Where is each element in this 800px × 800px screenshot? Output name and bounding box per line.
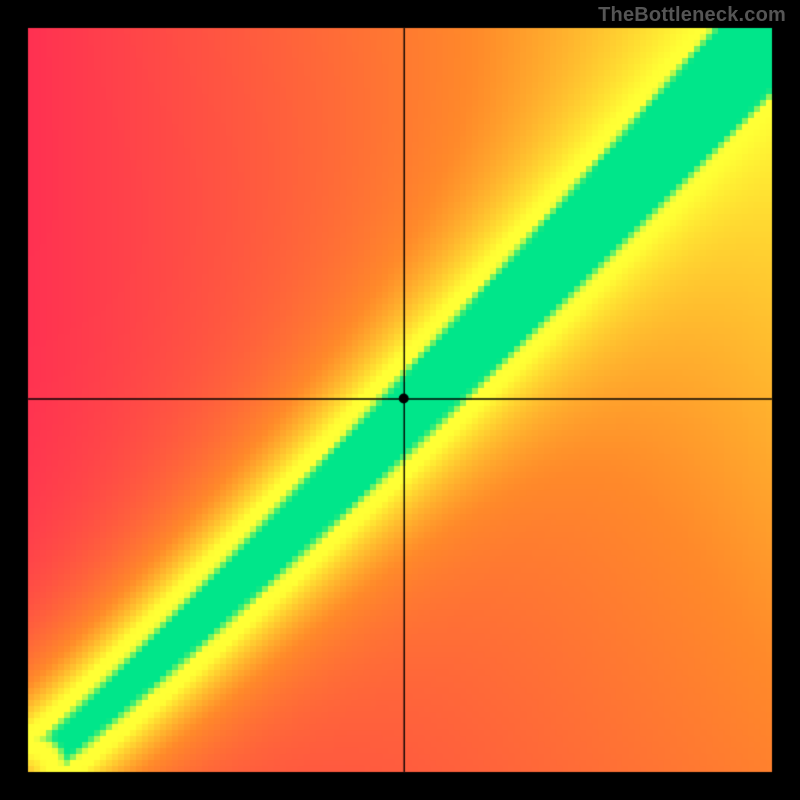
watermark-text: TheBottleneck.com (598, 4, 786, 27)
crosshair-overlay (0, 0, 800, 800)
chart-frame: TheBottleneck.com (0, 0, 800, 800)
